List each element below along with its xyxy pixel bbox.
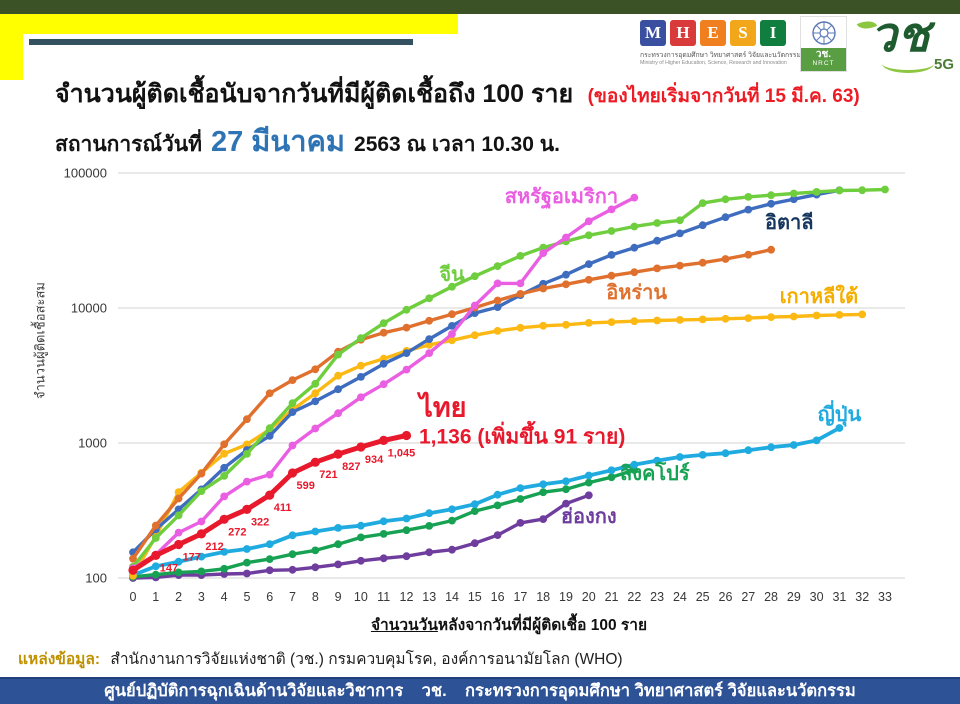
top-accent-bar — [0, 0, 960, 14]
x-axis-title-rest: หลังจากวันที่มีผู้ติดเชื้อ 100 ราย — [437, 617, 648, 634]
markers-thailand — [128, 430, 412, 575]
markers-hong_kong — [129, 491, 593, 582]
x-tick-label: 9 — [335, 590, 342, 604]
yellow-accent-band — [0, 14, 458, 34]
point-label-thailand: 322 — [251, 516, 269, 528]
point-label-thailand: 934 — [365, 454, 384, 466]
data-source-text: สำนักงานการวิจัยแห่งชาติ (วช.) กรมควบคุม… — [110, 651, 623, 668]
x-tick-label: 21 — [605, 590, 619, 604]
status-date: 27 มีนาคม — [210, 126, 346, 158]
page-title-row: จำนวนผู้ติดเชื้อนับจากวันที่มีผู้ติดเชื้… — [55, 74, 860, 114]
mhesi-letter-S: S — [730, 20, 756, 46]
mhesi-letter-M: M — [640, 20, 666, 46]
x-tick-label: 2 — [175, 590, 182, 604]
mhesi-letter-H: H — [670, 20, 696, 46]
x-tick-label: 8 — [312, 590, 319, 604]
mhesi-caption-thai: กระทรวงการอุดมศึกษา วิทยาศาสตร์ วิจัยและ… — [640, 52, 801, 59]
markers-usa — [129, 193, 639, 573]
x-tick-label: 17 — [513, 590, 527, 604]
x-tick-label: 32 — [855, 590, 869, 604]
x-tick-label: 18 — [536, 590, 550, 604]
x-tick-label: 20 — [582, 590, 596, 604]
x-tick-label: 11 — [377, 590, 390, 604]
y-tick-label: 100 — [85, 571, 107, 586]
status-date-row: สถานการณ์วันที่ 27 มีนาคม 2563 ณ เวลา 10… — [55, 118, 560, 164]
markers-china — [129, 185, 889, 571]
nrct-thai-abbr: วช. — [815, 49, 832, 60]
x-axis-title-underlined: จำนวนวัน — [370, 617, 438, 634]
x-tick-label: 31 — [832, 590, 846, 604]
y-tick-label: 10000 — [71, 301, 107, 316]
slate-accent-line — [29, 39, 413, 45]
x-tick-label: 1 — [152, 590, 159, 604]
x-tick-label: 6 — [266, 590, 273, 604]
x-tick-label: 14 — [445, 590, 459, 604]
x-tick-label: 12 — [400, 590, 414, 604]
footer-banner: ศูนย์ปฏิบัติการฉุกเฉินด้านวิจัยและวิชากา… — [0, 677, 960, 704]
nrct-english-abbr: NRCT — [812, 60, 835, 67]
nrct-logo: วช. NRCT — [800, 16, 847, 72]
y-tick-label: 1000 — [78, 436, 107, 451]
nrct-emblem-icon — [811, 21, 836, 45]
x-tick-label: 30 — [810, 590, 824, 604]
x-axis-title: จำนวนวันหลังจากวันที่มีผู้ติดเชื้อ 100 ร… — [371, 612, 647, 637]
x-tick-label: 19 — [559, 590, 573, 604]
x-tick-label: 29 — [787, 590, 801, 604]
x-tick-label: 3 — [198, 590, 205, 604]
mhesi-letter-I: I — [760, 20, 786, 46]
data-source-label: แหล่งข้อมูล: — [18, 651, 101, 668]
x-tick-label: 16 — [491, 590, 505, 604]
point-label-thailand: 1,045 — [388, 447, 416, 459]
status-suffix: 2563 ณ เวลา 10.30 น. — [354, 133, 560, 156]
point-label-thailand: 827 — [342, 461, 360, 473]
x-tick-label: 25 — [696, 590, 710, 604]
x-tick-label: 33 — [878, 590, 892, 604]
mhesi-letter-E: E — [700, 20, 726, 46]
x-tick-label: 13 — [422, 590, 436, 604]
wch-logo-swoosh — [882, 54, 934, 73]
x-tick-label: 23 — [650, 590, 664, 604]
point-label-thailand: 147 — [160, 562, 178, 574]
x-tick-label: 4 — [221, 590, 228, 604]
x-tick-label: 27 — [741, 590, 755, 604]
x-tick-label: 24 — [673, 590, 687, 604]
x-tick-label: 26 — [719, 590, 733, 604]
x-tick-label: 0 — [130, 590, 137, 604]
point-label-thailand: 177 — [183, 552, 201, 564]
page-title-note: (ของไทยเริ่มจากวันที่ 15 มี.ค. 63) — [587, 86, 860, 107]
page-title: จำนวนผู้ติดเชื้อนับจากวันที่มีผู้ติดเชื้… — [55, 80, 574, 108]
wch-5g-logo: วช 5G — [852, 10, 958, 80]
x-tick-label: 28 — [764, 590, 778, 604]
yellow-accent-strip — [0, 14, 23, 80]
line-china — [131, 187, 887, 569]
y-tick-label: 100000 — [64, 166, 107, 181]
point-label-thailand: 599 — [297, 480, 315, 492]
markers-iran — [129, 245, 775, 563]
x-tick-label: 10 — [354, 590, 368, 604]
wch-5g-badge: 5G — [934, 56, 955, 73]
mhesi-caption-english: Ministry of Higher Education, Science, R… — [640, 60, 787, 66]
point-label-thailand: 272 — [228, 526, 246, 538]
x-tick-label: 7 — [289, 590, 296, 604]
line-japan — [131, 426, 842, 577]
markers-south_korea — [129, 310, 867, 580]
wch-logo-text: วช — [870, 9, 930, 62]
nrct-name-plate: วช. NRCT — [801, 48, 846, 71]
x-tick-label: 22 — [627, 590, 641, 604]
status-prefix: สถานการณ์วันที่ — [55, 133, 202, 156]
point-label-thailand: 212 — [205, 541, 223, 553]
point-label-thailand: 411 — [274, 502, 292, 514]
point-label-thailand: 721 — [319, 469, 337, 481]
data-source-row: แหล่งข้อมูล: สำนักงานการวิจัยแห่งชาติ (ว… — [18, 646, 623, 671]
x-tick-label: 15 — [468, 590, 482, 604]
x-tick-label: 5 — [243, 590, 250, 604]
markers-singapore — [129, 466, 639, 581]
y-axis-title: จำนวนผู้ติดเชื้อสะสม — [32, 282, 48, 399]
